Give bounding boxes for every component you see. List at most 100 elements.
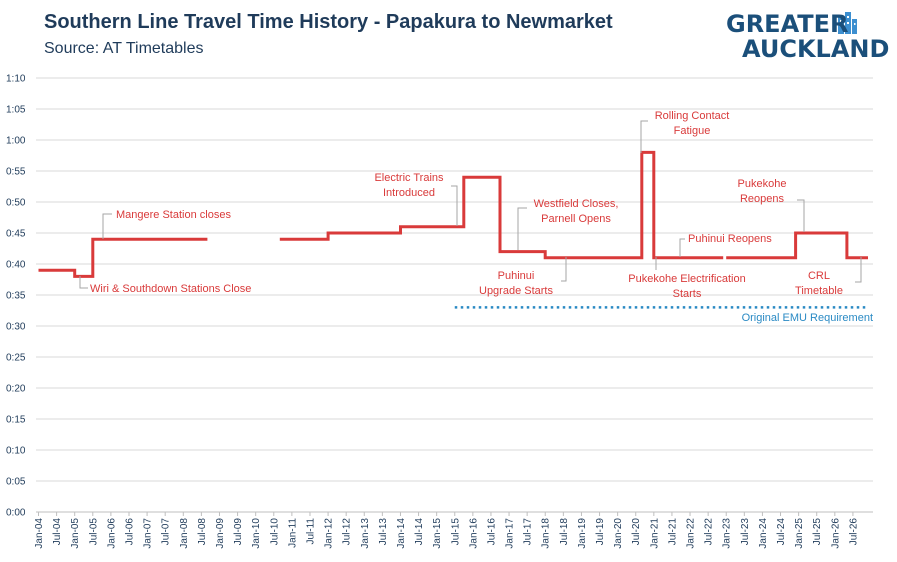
x-tick-label: Jul-05 — [88, 518, 99, 546]
gridlines — [36, 77, 873, 516]
skyline-icon — [838, 12, 857, 34]
annotation-label: Puhinui Reopens — [688, 233, 772, 245]
y-tick-label: 1:10 — [6, 74, 26, 85]
x-tick-label: Jan-26 — [830, 518, 841, 549]
travel-time-line — [279, 150, 724, 260]
y-tick-label: 0:15 — [6, 415, 26, 426]
x-tick-label: Jan-16 — [468, 518, 479, 549]
x-tick-label: Jan-13 — [360, 518, 371, 549]
annotation-label: Upgrade Starts — [479, 285, 553, 297]
x-tick-label: Jul-06 — [124, 518, 135, 546]
annotation-leader — [640, 120, 648, 153]
y-tick-label: 0:35 — [6, 291, 26, 302]
y-tick-label: 0:30 — [6, 322, 26, 333]
x-tick-label: Jul-11 — [305, 518, 316, 545]
x-tick-label: Jul-19 — [595, 518, 606, 546]
x-tick-label: Jul-16 — [486, 518, 497, 546]
y-tick-label: 0:20 — [6, 384, 26, 395]
y-tick-label: 0:25 — [6, 353, 26, 364]
annotation-leader — [451, 185, 458, 226]
y-tick-label: 0:55 — [6, 167, 26, 178]
x-tick-label: Jan-22 — [686, 518, 697, 549]
x-tick-label: Jul-21 — [667, 518, 678, 546]
y-tick-label: 0:00 — [6, 508, 26, 519]
series — [38, 150, 868, 309]
x-tick-label: Jul-09 — [233, 518, 244, 546]
annotation-label: CRL — [808, 270, 830, 282]
x-tick-label: Jan-20 — [613, 518, 624, 549]
annotation-label: Introduced — [383, 187, 435, 199]
x-tick-label: Jul-12 — [342, 518, 353, 546]
x-tick-label: Jan-25 — [794, 518, 805, 549]
chart-title: Southern Line Travel Time History - Papa… — [44, 11, 613, 33]
y-tick-label: 1:00 — [6, 136, 26, 147]
x-tick-label: Jan-06 — [106, 518, 117, 549]
y-tick-label: 0:45 — [6, 229, 26, 240]
x-tick-label: Jul-07 — [161, 518, 172, 546]
x-tick-label: Jan-04 — [34, 518, 45, 549]
annotation-leader — [517, 207, 527, 250]
x-axis-ticks: Jan-04 Jul-04 Jan-05 Jul-05 Jan-06 Jul-06 Jan-… — [34, 518, 859, 549]
annotation-leader — [679, 238, 685, 257]
x-tick-label: Jul-15 — [450, 518, 461, 546]
annotation-label: Westfield Closes, — [534, 198, 619, 210]
travel-time-line — [38, 237, 208, 278]
x-tick-label: Jan-11 — [287, 518, 298, 548]
annotation-label: Wiri & Southdown Stations Close — [90, 283, 251, 295]
y-tick-label: 0:40 — [6, 260, 26, 271]
x-tick-label: Jul-17 — [523, 518, 534, 546]
annotation-label: Original EMU Requirement — [742, 312, 873, 324]
x-tick-label: Jul-08 — [197, 518, 208, 546]
x-tick-label: Jul-25 — [812, 518, 823, 546]
annotation-label: Pukekohe Electrification — [628, 273, 745, 285]
x-tick-label: Jan-23 — [722, 518, 733, 549]
annotation-label: Pukekohe — [738, 178, 787, 190]
x-tick-label: Jul-26 — [848, 518, 859, 546]
x-tick-label: Jul-22 — [704, 518, 715, 546]
annotation-leader — [102, 213, 112, 239]
annotation-leader — [797, 199, 805, 232]
x-tick-label: Jul-14 — [414, 518, 425, 546]
x-tick-label: Jan-24 — [758, 518, 769, 549]
annotation-label: Starts — [673, 288, 702, 300]
x-tick-label: Jan-05 — [70, 518, 81, 549]
annotation-label: Rolling Contact — [655, 110, 730, 122]
x-tick-label: Jul-23 — [740, 518, 751, 546]
annotation-label: Timetable — [795, 285, 843, 297]
annotation-label: Reopens — [740, 193, 785, 205]
greater-auckland-logo: GREATER AUCKLAND — [724, 10, 889, 63]
logo-line1: GREATER — [726, 10, 849, 38]
x-tick-label: Jul-13 — [378, 518, 389, 546]
annotation-leader — [561, 257, 567, 282]
annotation-label: Mangere Station closes — [116, 209, 231, 221]
travel-time-line — [726, 231, 868, 260]
y-tick-label: 0:05 — [6, 477, 26, 488]
y-tick-label: 0:50 — [6, 198, 26, 209]
x-tick-label: Jan-08 — [179, 518, 190, 549]
x-tick-label: Jan-14 — [396, 518, 407, 549]
annotation-label: Puhinui — [498, 270, 535, 282]
x-tick-label: Jul-24 — [776, 518, 787, 546]
annotation-label: Electric Trains — [374, 172, 444, 184]
x-tick-label: Jan-07 — [143, 518, 154, 549]
logo-line2: AUCKLAND — [742, 35, 890, 63]
x-tick-label: Jan-17 — [505, 518, 516, 549]
x-tick-label: Jan-18 — [541, 518, 552, 549]
x-tick-label: Jul-20 — [631, 518, 642, 546]
x-tick-label: Jul-18 — [559, 518, 570, 546]
x-tick-label: Jan-10 — [251, 518, 262, 549]
annotation-label: Fatigue — [674, 125, 711, 137]
y-axis-ticks: 0:00 0:05 0:10 0:15 0:20 0:25 0:30 0:35 0:40 0:45… — [6, 74, 26, 519]
y-tick-label: 1:05 — [6, 105, 26, 116]
annotations: Wiri & Southdown Stations Close Mangere S… — [79, 110, 873, 324]
annotation-label: Parnell Opens — [541, 213, 611, 225]
x-tick-label: Jan-21 — [649, 518, 660, 549]
chart-subtitle: Source: AT Timetables — [44, 40, 204, 57]
x-tick-label: Jan-09 — [215, 518, 226, 549]
x-tick-label: Jul-10 — [269, 518, 280, 546]
x-tick-label: Jan-12 — [324, 518, 335, 549]
x-tick-label: Jan-19 — [577, 518, 588, 549]
y-tick-label: 0:10 — [6, 446, 26, 457]
x-tick-label: Jul-04 — [52, 518, 63, 546]
